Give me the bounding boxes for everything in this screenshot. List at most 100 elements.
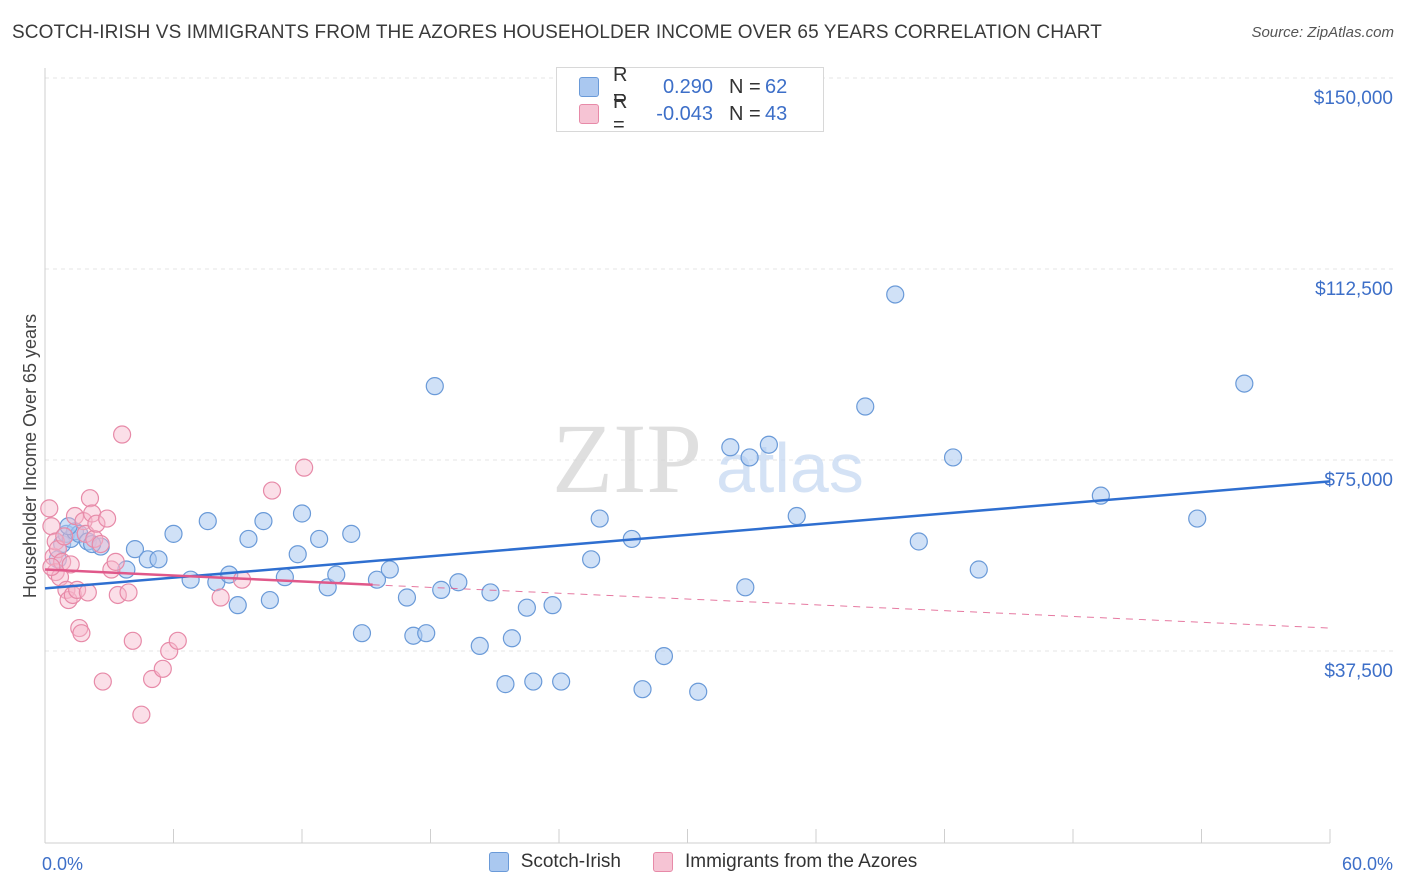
point-scotch-irish: [502, 629, 521, 648]
point-azores: [42, 557, 61, 577]
legend-swatch-blue: [579, 77, 599, 97]
point-scotch-irish: [254, 512, 273, 531]
point-azores: [87, 514, 106, 533]
legend-r-label: R =: [613, 91, 628, 136]
axes: [44, 68, 1331, 844]
point-scotch-irish: [239, 529, 258, 549]
point-scotch-irish: [721, 438, 740, 457]
point-azores: [168, 631, 187, 650]
legend-n-label: N =: [729, 102, 761, 125]
point-scotch-irish: [654, 646, 674, 666]
trend-line-scotch-irish: [44, 480, 1331, 590]
point-scotch-irish: [425, 377, 444, 396]
point-azores: [72, 624, 91, 643]
watermark-zip: ZIP: [552, 403, 702, 514]
point-scotch-irish: [397, 588, 417, 607]
point-scotch-irish: [969, 560, 988, 579]
point-scotch-irish: [736, 578, 755, 597]
watermark: ZIP atlas: [552, 403, 864, 514]
point-scotch-irish: [125, 540, 145, 559]
legend-swatch-pink: [579, 104, 599, 124]
point-azores: [108, 585, 127, 605]
trend-line-azores: [44, 568, 373, 587]
point-azores: [295, 458, 314, 477]
y-tick-label-150000: $150,000: [1314, 88, 1393, 109]
point-scotch-irish: [740, 448, 759, 467]
point-scotch-irish: [149, 550, 168, 569]
point-scotch-irish: [432, 580, 451, 599]
point-scotch-irish: [449, 573, 468, 592]
legend-r-value: -0.043: [656, 102, 713, 125]
point-azores: [112, 425, 132, 444]
point-scotch-irish: [590, 509, 609, 528]
x-tick-label-max: 60.0%: [1342, 854, 1393, 874]
point-azores: [55, 527, 74, 546]
point-scotch-irish: [327, 565, 346, 584]
point-scotch-irish: [524, 672, 543, 691]
point-azores: [40, 499, 59, 518]
point-scotch-irish: [689, 682, 708, 701]
series-swatch-blue: [488, 852, 509, 872]
point-scotch-irish: [909, 532, 928, 551]
point-scotch-irish: [856, 397, 875, 416]
point-scotch-irish: [943, 448, 963, 467]
legend-row-scotch-irish: R = 0.290 N = 62: [579, 64, 788, 109]
point-azores: [123, 631, 142, 650]
trend-lines: [44, 480, 1331, 629]
point-azores: [106, 552, 125, 571]
point-scotch-irish: [552, 672, 571, 691]
correlation-legend: R = 0.290 N = 62 R = -0.043 N = 43: [556, 64, 824, 136]
point-scotch-irish: [380, 560, 399, 579]
chart-title: SCOTCH-IRISH VS IMMIGRANTS FROM THE AZOR…: [12, 22, 1102, 43]
point-scotch-irish: [310, 529, 329, 549]
point-scotch-irish: [164, 524, 183, 543]
point-azores: [93, 672, 112, 691]
series-legend-item-azores[interactable]: Immigrants from the Azores: [653, 851, 917, 873]
point-scotch-irish: [1188, 509, 1207, 528]
axis-labels: Householder Income Over 65 years 0.0% 60…: [20, 88, 1393, 874]
legend-r-value: 0.290: [662, 75, 713, 98]
legend-n-label: N =: [729, 75, 761, 98]
point-azores: [119, 583, 138, 602]
point-scotch-irish: [260, 590, 279, 610]
series-label: Immigrants from the Azores: [685, 851, 918, 872]
legend-r-label: R =: [613, 64, 628, 109]
y-axis-title: Householder Income Over 65 years: [20, 314, 40, 598]
point-scotch-irish: [292, 504, 312, 523]
data-points: [40, 285, 1254, 724]
y-tick-label-37500: $37,500: [1324, 661, 1393, 682]
point-scotch-irish: [543, 596, 562, 615]
source-label: Source: ZipAtlas.com: [1251, 24, 1394, 41]
point-scotch-irish: [517, 598, 536, 617]
point-azores: [153, 659, 172, 678]
point-scotch-irish: [342, 524, 361, 543]
point-scotch-irish: [198, 512, 217, 531]
grid: [45, 77, 1393, 652]
series-legend: Scotch-Irish Immigrants from the Azores: [0, 851, 1406, 873]
point-scotch-irish: [275, 568, 294, 587]
point-scotch-irish: [496, 675, 515, 694]
y-tick-label-112500: $112,500: [1315, 279, 1393, 300]
series-legend-item-scotch-irish[interactable]: Scotch-Irish: [488, 851, 621, 873]
point-scotch-irish: [787, 506, 806, 526]
x-tick-label-min: 0.0%: [42, 854, 83, 874]
legend-n-value: 62: [765, 75, 788, 98]
point-scotch-irish: [1235, 374, 1254, 393]
series-swatch-pink: [653, 852, 673, 872]
legend-row-azores: R = -0.043 N = 43: [579, 91, 787, 136]
point-azores: [91, 534, 110, 554]
point-scotch-irish: [288, 545, 307, 564]
series-label: Scotch-Irish: [520, 851, 621, 872]
point-scotch-irish: [582, 550, 601, 569]
point-scotch-irish: [417, 624, 436, 643]
watermark-atlas: atlas: [716, 429, 864, 507]
point-azores: [98, 509, 117, 528]
point-scotch-irish: [470, 636, 489, 656]
point-azores: [80, 489, 100, 508]
point-scotch-irish: [352, 624, 372, 643]
y-tick-label-75000: $75,000: [1324, 470, 1393, 491]
point-azores: [132, 705, 151, 724]
point-scotch-irish: [181, 570, 200, 589]
trend-line-azores-dashed: [372, 584, 1331, 629]
